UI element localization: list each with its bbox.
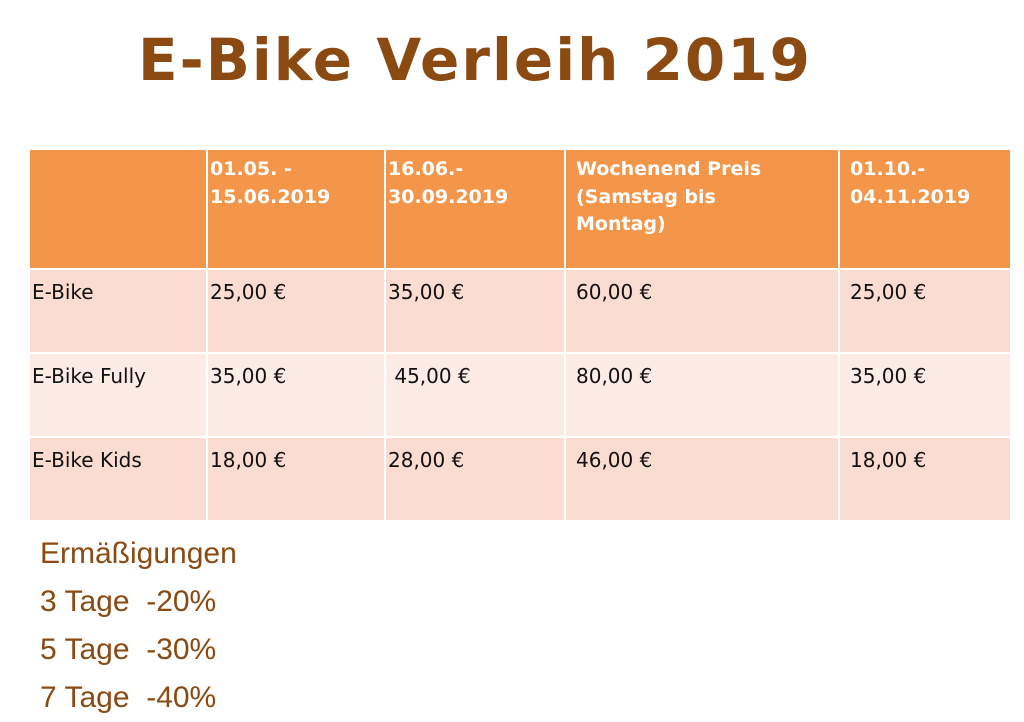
header-cell-season-2: 16.06.- 30.09.2019: [384, 148, 566, 270]
price-cell: 60,00 €: [564, 268, 840, 354]
price-cell: 45,00 €: [384, 352, 566, 438]
row-label: E-Bike: [28, 268, 208, 354]
row-label: E-Bike Fully: [28, 352, 208, 438]
price-table: 01.05. - 15.06.2019 16.06.- 30.09.2019 W…: [28, 148, 1012, 522]
price-cell: 35,00 €: [384, 268, 566, 354]
discounts-heading: Ermäßigungen: [40, 537, 237, 570]
price-cell: 80,00 €: [564, 352, 840, 438]
header-cell-season-3: 01.10.- 04.11.2019: [838, 148, 1012, 270]
price-cell: 25,00 €: [838, 268, 1012, 354]
row-label: E-Bike Kids: [28, 436, 208, 522]
discount-item: 5 Tage -30%: [40, 633, 217, 666]
price-cell: 35,00 €: [838, 352, 1012, 438]
table-row: E-Bike Kids 18,00 € 28,00 € 46,00 € 18,0…: [28, 436, 1012, 522]
discount-item: 7 Tage -40%: [40, 681, 217, 714]
discounts-section: Ermäßigungen 3 Tage -20% 5 Tage -30% 7 T…: [40, 530, 237, 722]
price-cell: 35,00 €: [206, 352, 386, 438]
table-header-row: 01.05. - 15.06.2019 16.06.- 30.09.2019 W…: [28, 148, 1012, 270]
price-cell: 28,00 €: [384, 436, 566, 522]
table-row: E-Bike 25,00 € 35,00 € 60,00 € 25,00 €: [28, 268, 1012, 354]
price-cell: 18,00 €: [838, 436, 1012, 522]
header-cell-season-1: 01.05. - 15.06.2019: [206, 148, 386, 270]
header-cell-empty: [28, 148, 208, 270]
table-row: E-Bike Fully 35,00 € 45,00 € 80,00 € 35,…: [28, 352, 1012, 438]
price-cell: 46,00 €: [564, 436, 840, 522]
header-cell-weekend: Wochenend Preis (Samstag bis Montag): [564, 148, 840, 270]
page-title: E-Bike Verleih 2019: [138, 26, 812, 94]
price-cell: 25,00 €: [206, 268, 386, 354]
price-cell: 18,00 €: [206, 436, 386, 522]
discount-item: 3 Tage -20%: [40, 585, 217, 618]
